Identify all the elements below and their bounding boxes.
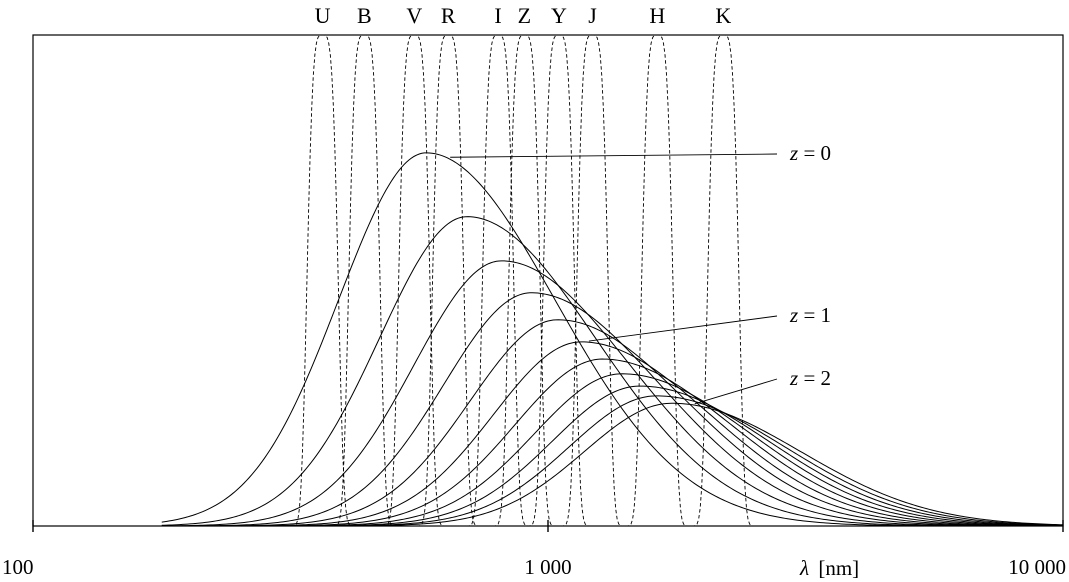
annotation-text-0: = 0	[798, 141, 831, 165]
annotation-var-1: z	[789, 303, 798, 327]
filter-curve-Y	[497, 34, 621, 527]
x-tick-label-10000: 10 000	[1008, 555, 1066, 579]
annotation-leader-1	[588, 315, 778, 342]
spectrum-curve-z-1	[161, 341, 1064, 527]
spectrum-curve-z-0.2	[161, 216, 1063, 527]
filter-curve-U	[260, 34, 385, 527]
annotation-text-2: = 2	[798, 366, 831, 390]
band-label-V: V	[406, 3, 422, 28]
band-label-R: R	[441, 3, 456, 28]
band-label-H: H	[649, 3, 665, 28]
filter-curve-J	[530, 34, 655, 527]
x-axis-unit: [nm]	[818, 556, 859, 580]
spectrum-curve-z-2	[161, 402, 1064, 527]
annotation-label-1: z = 1	[789, 303, 831, 327]
x-axis-ticks: 100 1 000 10 000	[2, 520, 1066, 579]
filter-curve-K	[661, 34, 786, 527]
band-label-I: I	[494, 3, 501, 28]
filter-curve-R	[386, 34, 510, 527]
filter-curves	[260, 34, 786, 527]
x-tick-label-1000: 1 000	[524, 555, 571, 579]
spectrum-curve-z-0	[161, 152, 1063, 527]
x-axis-label: λ [nm]	[799, 556, 859, 580]
annotation-leader-2	[694, 378, 778, 405]
spectrum-curve-z-1.4	[161, 373, 1064, 527]
filter-curve-V	[352, 34, 477, 527]
annotation-label-2: z = 2	[789, 366, 831, 390]
spectrum-curve-z-0.6	[161, 292, 1063, 527]
spectrum-curve-z-0.4	[161, 260, 1063, 527]
annotation-label-0: z = 0	[789, 141, 831, 165]
band-label-Y: Y	[551, 3, 567, 28]
annotation-text-1: = 1	[798, 303, 831, 327]
annotation-leader-0	[450, 153, 778, 158]
band-label-K: K	[715, 3, 731, 28]
annotation-var-0: z	[789, 141, 798, 165]
spectrum-curve-z-1.2	[161, 358, 1064, 527]
x-tick-label-100: 100	[2, 555, 34, 579]
spectrum-curve-z-1.8	[161, 395, 1064, 527]
redshift-annotations: z = 0z = 1z = 2	[450, 141, 831, 405]
band-label-B: B	[357, 3, 372, 28]
annotation-var-2: z	[789, 366, 798, 390]
spectrum-curve-z-0.8	[161, 319, 1064, 527]
filter-curve-H	[595, 34, 720, 527]
filter-curve-Z	[462, 34, 587, 527]
band-label-J: J	[588, 3, 597, 28]
band-label-U: U	[315, 3, 331, 28]
x-axis-symbol: λ	[799, 556, 809, 580]
spectrum-curves	[161, 152, 1064, 527]
band-label-Z: Z	[518, 3, 531, 28]
